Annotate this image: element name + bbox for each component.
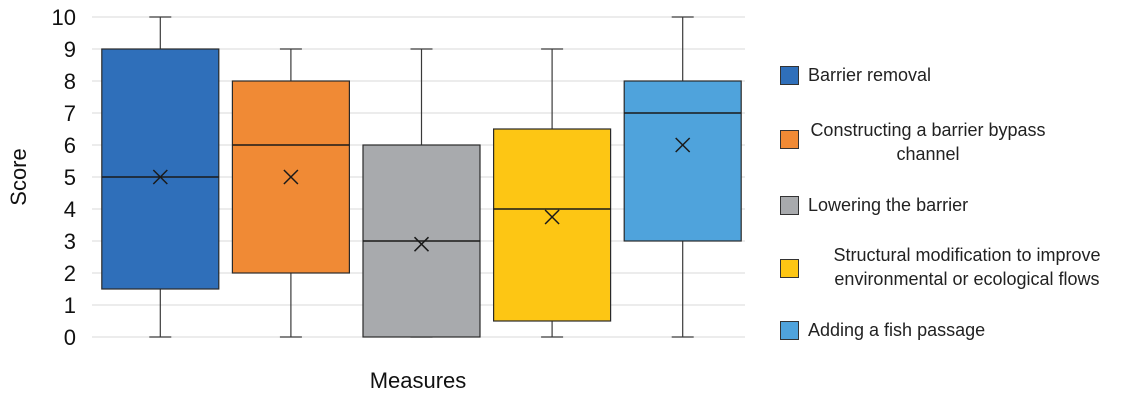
legend-swatch — [780, 259, 799, 278]
box-iqr — [493, 128, 612, 322]
legend-swatch — [780, 321, 799, 340]
y-axis-title: Score — [6, 148, 31, 205]
legend-swatch — [780, 196, 799, 215]
legend-swatch — [780, 130, 799, 149]
y-tick-label: 0 — [64, 325, 76, 350]
legend-label: Structural modification to improve envir… — [833, 245, 1101, 289]
mean-marker — [675, 137, 691, 153]
mean-marker — [544, 209, 560, 225]
legend: Barrier removal Constructing a barrier b… — [780, 0, 1128, 400]
mean-marker — [413, 236, 430, 252]
legend-label: Adding a fish passage — [808, 320, 986, 340]
legend-item-lowering-barrier: Lowering the barrier — [780, 193, 1128, 249]
box-series — [101, 16, 742, 338]
y-tick-label: 6 — [64, 133, 76, 158]
y-tick-label: 5 — [64, 165, 76, 190]
box-3 — [362, 48, 481, 338]
y-tick-label: 10 — [52, 5, 76, 30]
legend-item-fish-passage: Adding a fish passage — [780, 318, 1128, 374]
legend-swatch — [780, 66, 799, 85]
x-axis-title: Measures — [370, 368, 467, 393]
y-tick-label: 1 — [64, 293, 76, 318]
y-axis-tick-labels: 0 1 2 3 4 5 6 7 8 9 10 — [52, 5, 76, 350]
y-tick-label: 4 — [64, 197, 76, 222]
y-tick-label: 2 — [64, 261, 76, 286]
legend-item-bypass-channel: Constructing a barrier bypass channel — [780, 118, 1128, 174]
legend-label: Constructing a barrier bypass channel — [810, 120, 1046, 164]
box-iqr — [623, 80, 742, 242]
mean-marker — [283, 169, 299, 185]
box-iqr — [101, 48, 220, 290]
legend-item-barrier-removal: Barrier removal — [780, 63, 1128, 119]
legend-label: Lowering the barrier — [808, 195, 969, 215]
y-tick-label: 8 — [64, 69, 76, 94]
legend-item-structural-modification: Structural modification to improve envir… — [780, 243, 1128, 299]
box-4 — [493, 48, 612, 338]
box-5 — [623, 16, 742, 338]
y-tick-label: 9 — [64, 37, 76, 62]
box-1 — [101, 16, 220, 338]
legend-label: Barrier removal — [808, 65, 932, 85]
y-tick-label: 7 — [64, 101, 76, 126]
y-tick-label: 3 — [64, 229, 76, 254]
mean-marker — [152, 169, 168, 185]
box-2 — [231, 48, 350, 338]
box-plot-chart: 0 1 2 3 4 5 6 7 8 9 10 Score Measures — [6, 5, 745, 393]
